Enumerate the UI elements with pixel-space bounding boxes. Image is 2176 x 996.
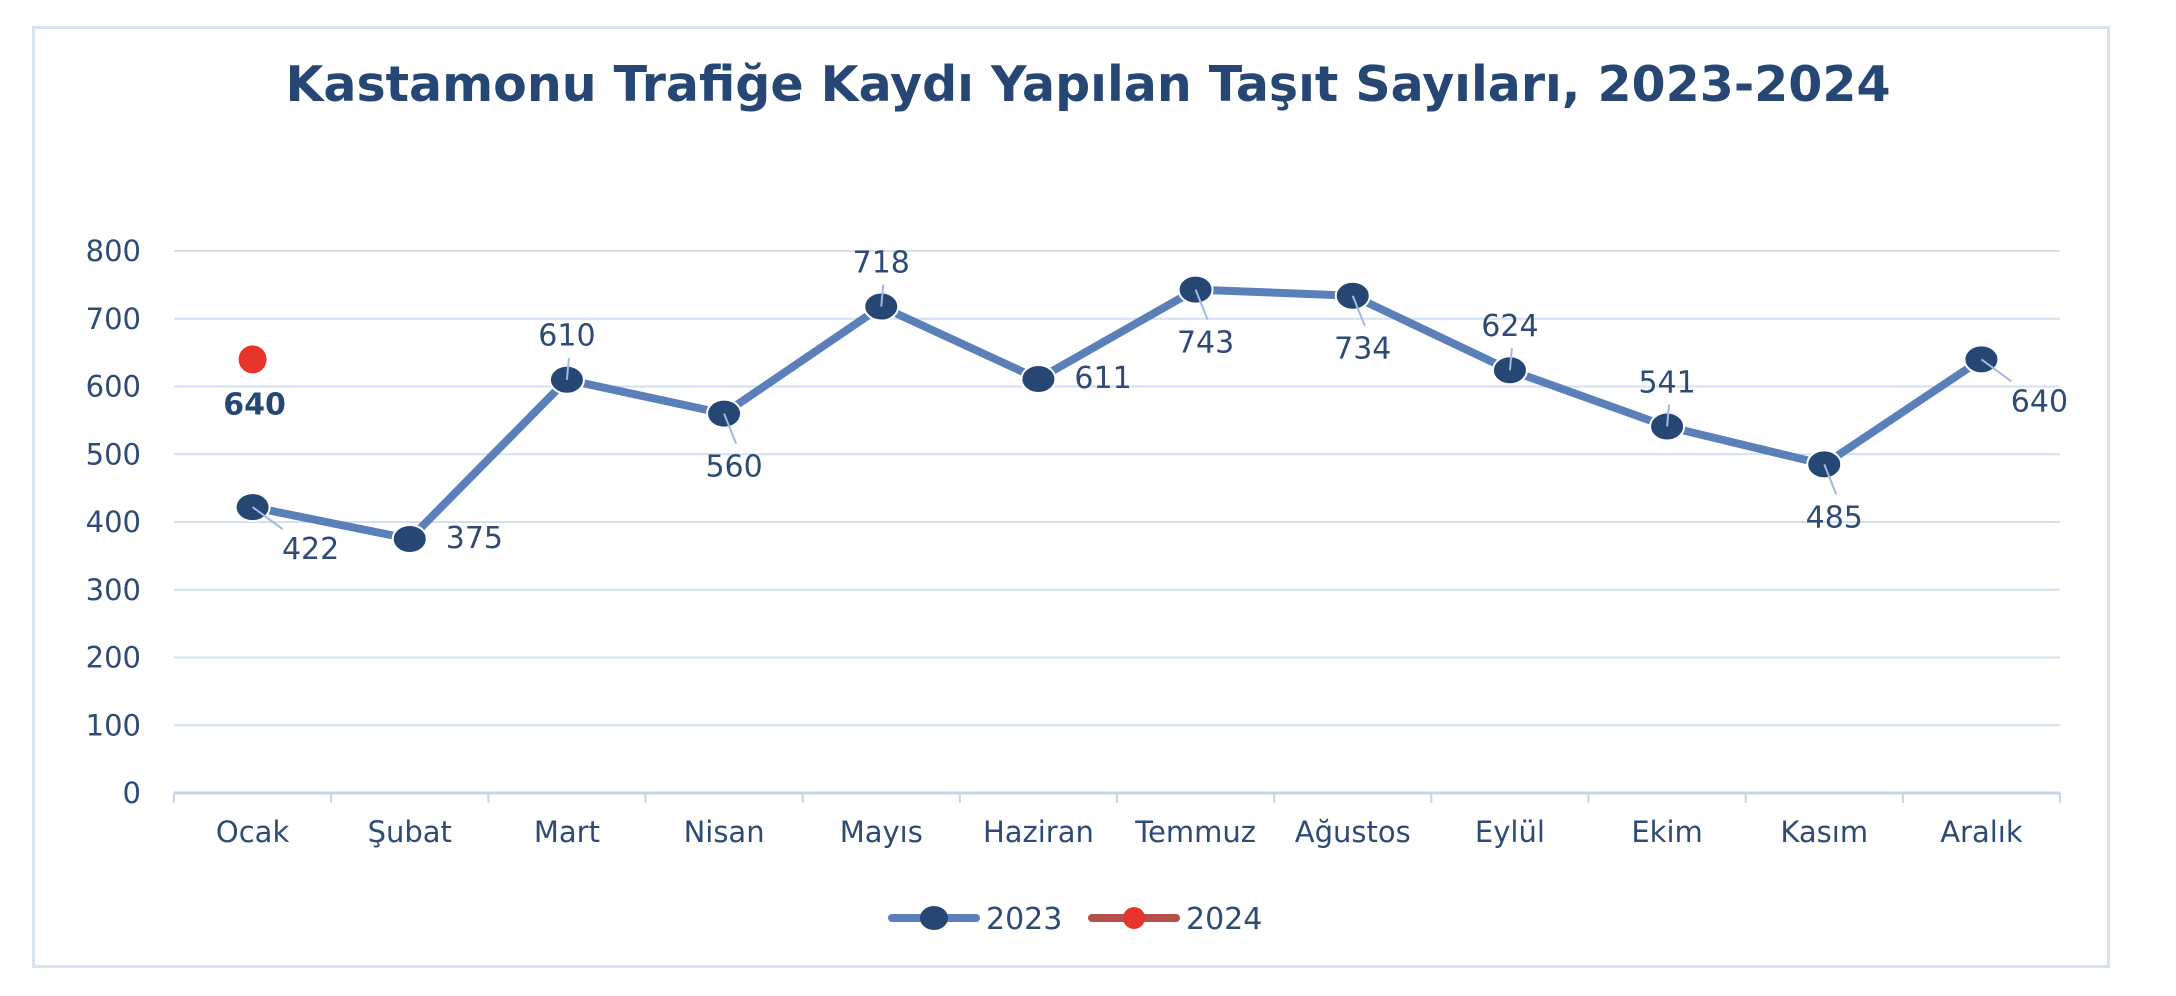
legend-label: 2024 [1186,902,1262,937]
series-2023-line [248,285,1986,543]
x-tick-label: Şubat [368,815,452,849]
data-label-leader [723,413,738,444]
data-label: 743 [1177,326,1234,361]
y-tick-label: 600 [86,370,141,404]
data-label-leader [1666,404,1671,427]
series-2023-point [391,523,428,554]
data-label: 718 [853,246,910,281]
data-labels: 422 375 610 560 718 611 743 734 624 541 485 640 640 [223,246,2068,568]
data-label: 611 [1074,361,1131,396]
x-tick-label: Mayıs [840,815,923,849]
y-tick-label: 0 [123,776,141,810]
x-tick-label: Eylül [1475,815,1545,849]
y-tick-label: 400 [86,505,141,539]
x-tick-label: Aralık [1940,815,2023,849]
x-tick-label: Ekim [1631,815,1702,849]
data-label-leader [1194,289,1209,320]
gridlines [174,250,2060,727]
legend: 2023 2024 [888,902,1262,937]
data-label: 541 [1638,365,1695,400]
data-label-leader [1980,358,2013,383]
chart-title: Kastamonu Trafiğe Kaydı Yapılan Taşıt Sa… [285,56,1891,113]
data-label: 485 [1806,500,1863,535]
series-2024-point [238,345,267,374]
data-label-leader [251,506,284,530]
x-tick-label: Temmuz [1134,815,1256,849]
data-label: 624 [1481,309,1538,344]
data-label: 610 [538,319,595,354]
y-tick-label: 800 [86,234,141,268]
x-tick-label: Haziran [983,815,1094,849]
x-axis [173,791,2061,803]
data-label: 422 [282,532,339,567]
chart-frame [32,26,2110,968]
x-axis-tick-labels: Ocak Şubat Mart Nisan Mayıs Haziran Temmuz Ağus… [216,815,2023,849]
y-tick-label: 700 [86,302,141,336]
data-label-leader [1351,295,1366,327]
x-tick-label: Mart [534,815,600,849]
x-tick-label: Ocak [216,815,290,849]
legend-swatch-marker [1123,907,1145,929]
x-tick-label: Ağustos [1295,815,1411,849]
data-label: 734 [1334,332,1391,367]
series [234,274,2000,554]
legend-swatch-marker [920,906,948,930]
data-label: 560 [705,450,762,485]
y-tick-label: 100 [86,708,141,742]
legend-label: 2023 [986,902,1062,937]
y-tick-label: 500 [86,437,141,471]
y-axis-tick-labels: 0 100 200 300 400 500 600 700 800 [86,234,141,810]
data-label-leader [1508,348,1513,371]
series-2023-point [1020,364,1057,395]
y-tick-label: 200 [86,641,141,675]
data-label: 375 [446,521,503,556]
data-label: 640 [223,387,286,422]
data-label: 640 [2011,384,2068,419]
x-tick-label: Nisan [684,815,765,849]
data-label-leader [565,357,570,380]
data-label-leader [880,284,885,307]
y-tick-label: 300 [86,573,141,607]
data-label-leader [1823,464,1838,495]
x-tick-label: Kasım [1780,815,1868,849]
